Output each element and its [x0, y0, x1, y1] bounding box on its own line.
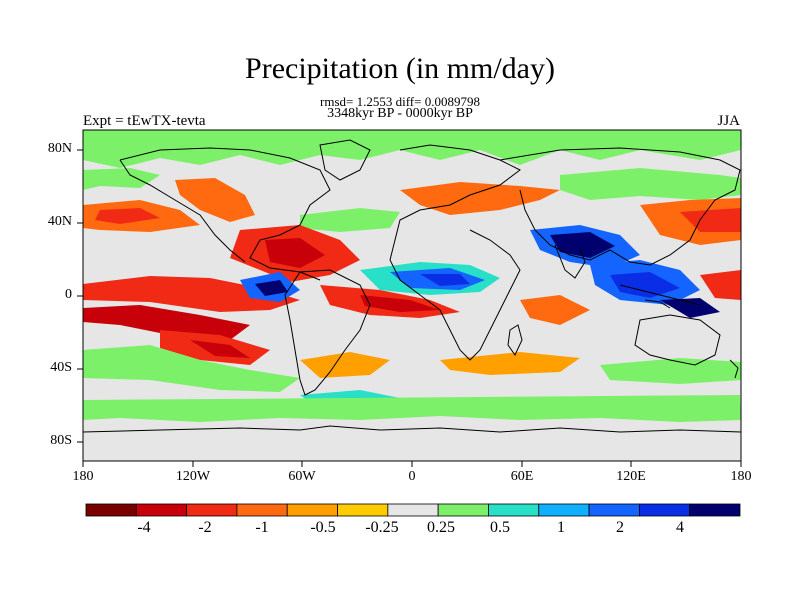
precip-region: [600, 358, 741, 384]
colorbar-label: 0.5: [490, 519, 510, 536]
colorbar-swatch: [538, 503, 590, 517]
period-subtitle: 3348kyr BP - 0000kyr BP: [327, 106, 473, 121]
experiment-label: Expt = tEwTX-tevta: [83, 113, 206, 129]
precip-region: [83, 345, 300, 392]
precip-region: [83, 168, 160, 190]
precip-region: [83, 428, 741, 461]
precip-region: [300, 352, 390, 378]
precip-region: [440, 352, 580, 375]
map-title: Precipitation (in mm/day): [245, 52, 555, 85]
colorbar-label: -0.25: [365, 519, 399, 536]
precip-region: [95, 208, 160, 224]
lat-label: 0: [65, 287, 72, 302]
lon-label: 180: [72, 469, 94, 484]
lon-label: 60W: [288, 469, 316, 484]
precip-region: [700, 270, 741, 300]
colorbar-swatch: [186, 503, 238, 517]
precip-region: [300, 208, 400, 232]
precip-region: [660, 298, 720, 318]
colorbar-swatch: [638, 503, 691, 517]
colorbar-swatch: [236, 503, 288, 517]
colorbar-swatch: [85, 503, 137, 517]
precip-region: [83, 305, 250, 340]
stats-subtitle: rmsd= 1.2553 diff= 0.0089798: [320, 94, 480, 109]
lat-ticks: [77, 149, 83, 443]
precip-region: [360, 295, 440, 312]
precip-region: [420, 274, 470, 286]
precip-region: [175, 178, 255, 222]
precip-region: [550, 232, 615, 258]
colorbar-swatch: [286, 503, 338, 517]
lon-label: 180: [730, 469, 752, 484]
colorbar-swatch: [588, 503, 640, 517]
precip-region: [83, 395, 741, 422]
precip-region: [83, 130, 741, 168]
lat-label: 40S: [50, 360, 72, 375]
precip-region: [520, 295, 590, 325]
colorbar-swatch: [337, 503, 389, 517]
colorbar-label: -2: [198, 519, 212, 536]
precip-region: [255, 280, 288, 296]
precip-region: [265, 238, 325, 268]
colorbar-label: -0.5: [310, 519, 336, 536]
colorbar-label: 1: [557, 519, 565, 536]
lon-label: 120W: [175, 469, 211, 484]
lon-label: 0: [408, 469, 416, 484]
colorbar-label: -1: [255, 519, 269, 536]
colorbar-swatch: [689, 503, 741, 517]
colorbar-swatch: [437, 503, 489, 517]
lat-label: 80S: [50, 433, 72, 448]
lon-ticks: [82, 461, 742, 467]
colorbar-swatch: [488, 503, 540, 517]
lon-label: 60E: [510, 469, 534, 484]
colorbar: [85, 503, 741, 517]
map-field: [83, 130, 741, 461]
lat-label: 80N: [47, 141, 72, 156]
lat-label: 40N: [47, 214, 72, 229]
precip-region: [680, 208, 741, 232]
season-label: JJA: [717, 113, 740, 129]
precip-region: [190, 340, 250, 358]
colorbar-label: 4: [676, 519, 684, 536]
precip-region: [83, 276, 300, 312]
colorbar-label: 2: [616, 519, 624, 536]
precip-region: [610, 272, 680, 298]
precip-region: [560, 168, 741, 200]
colorbar-swatch: [135, 503, 188, 517]
colorbar-label: 0.25: [427, 519, 455, 536]
colorbar-swatch: [387, 503, 439, 517]
colorbar-label: -4: [137, 519, 151, 536]
coastlines: [83, 139, 741, 433]
lon-label: 120E: [616, 469, 646, 484]
